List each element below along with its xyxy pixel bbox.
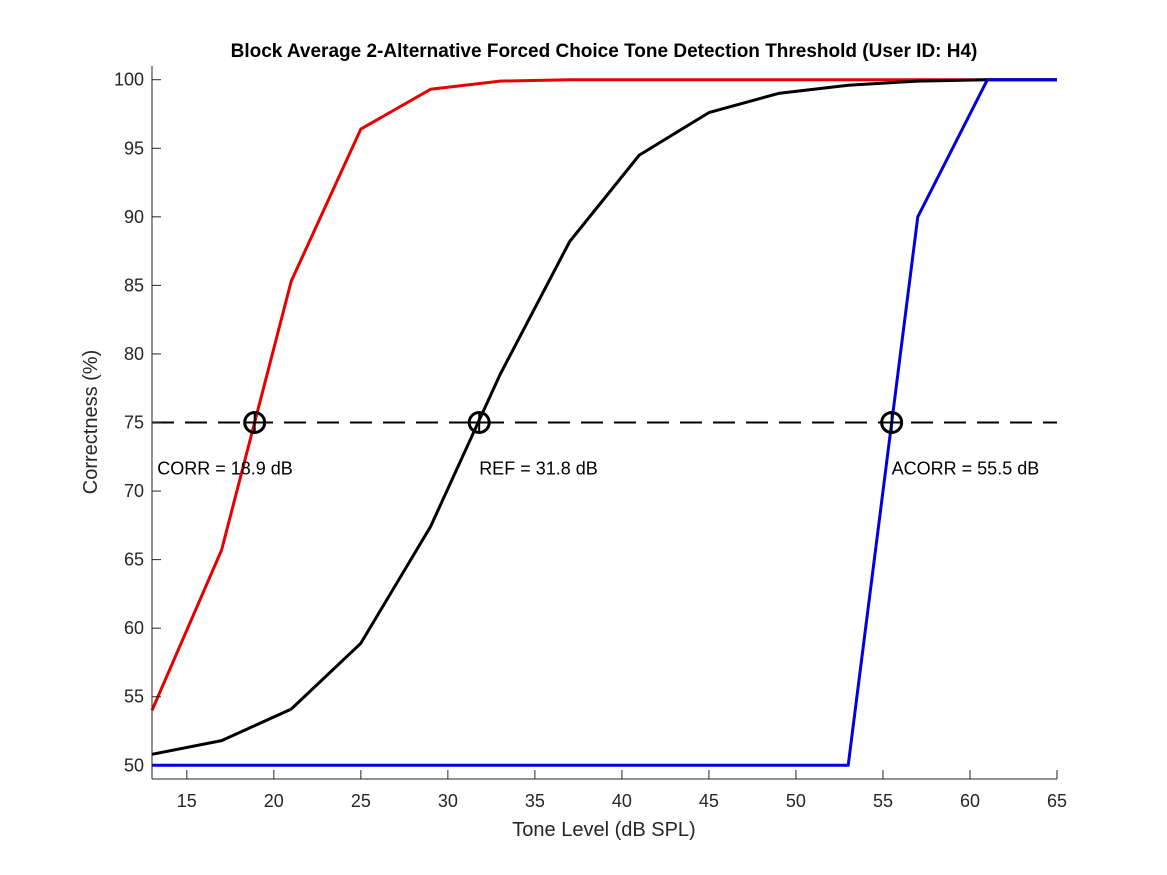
threshold-marker-1 — [467, 411, 491, 434]
plot-area: CORR = 18.9 dB REF = 31.8 dB ACORR = 55.5 … — [150, 78, 1057, 767]
y-tick-label-50: 50 — [124, 755, 144, 775]
series-layer — [150, 78, 1057, 767]
chart-title: Block Average 2-Alternative Forced Choic… — [231, 41, 978, 62]
threshold-annotation-2: ACORR = 55.5 dB — [892, 459, 1040, 479]
x-tick-label-15: 15 — [177, 791, 197, 811]
x-tick-label-65: 65 — [1047, 791, 1067, 811]
x-tick-label-50: 50 — [786, 791, 806, 811]
y-tick-label-75: 75 — [124, 413, 144, 433]
x-tick-label-45: 45 — [699, 791, 719, 811]
threshold-annotation-1: REF = 31.8 dB — [479, 459, 598, 479]
threshold-marker-0 — [243, 411, 267, 434]
y-tick-label-55: 55 — [124, 687, 144, 707]
threshold-marker-2 — [880, 411, 904, 434]
y-tick-label-65: 65 — [124, 550, 144, 570]
y-axis-label: Correctness (%) — [80, 350, 102, 494]
y-tick-label-95: 95 — [124, 138, 144, 158]
y-tick-label-80: 80 — [124, 344, 144, 364]
series-line-2 — [152, 78, 1057, 767]
x-tick-label-20: 20 — [264, 791, 284, 811]
marker-layer — [243, 411, 904, 434]
axes: 15 20 25 30 35 40 45 50 55 60 65 50 55 60 65 70 75 80 85 90… — [114, 66, 1067, 811]
annotation-layer: CORR = 18.9 dB REF = 31.8 dB ACORR = 55.5 … — [157, 459, 1039, 479]
threshold-annotation-0: CORR = 18.9 dB — [157, 459, 293, 479]
x-tick-label-60: 60 — [960, 791, 980, 811]
x-axis-label: Tone Level (dB SPL) — [512, 819, 695, 841]
x-tick-label-55: 55 — [873, 791, 893, 811]
y-tick-label-70: 70 — [124, 481, 144, 501]
y-tick-label-60: 60 — [124, 618, 144, 638]
x-tick-label-25: 25 — [351, 791, 371, 811]
y-tick-label-90: 90 — [124, 207, 144, 227]
y-tick-label-100: 100 — [114, 70, 144, 90]
x-tick-label-35: 35 — [525, 791, 545, 811]
y-tick-label-85: 85 — [124, 275, 144, 295]
series-line-0 — [150, 78, 1057, 711]
series-line-1 — [151, 78, 1057, 756]
x-tick-label-40: 40 — [612, 791, 632, 811]
x-tick-label-30: 30 — [438, 791, 458, 811]
